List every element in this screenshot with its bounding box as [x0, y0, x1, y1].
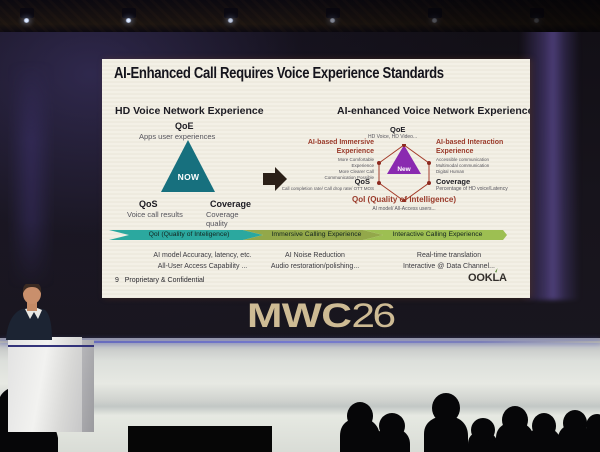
- svg-text:New: New: [397, 166, 411, 173]
- svg-text:OOKLA: OOKLA: [468, 272, 507, 284]
